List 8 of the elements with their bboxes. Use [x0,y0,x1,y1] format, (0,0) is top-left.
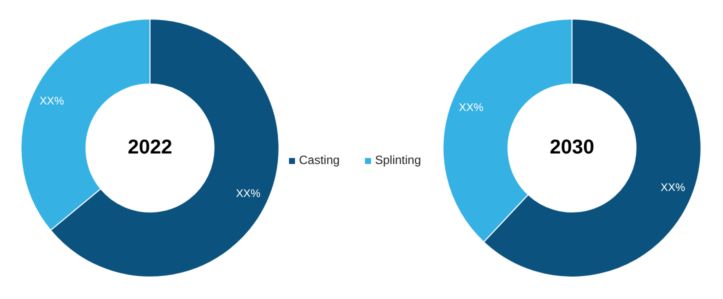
data-label: XX% [236,188,261,200]
legend-label: Splinting [375,153,422,168]
data-label: XX% [458,102,484,114]
text: 2022 [128,136,172,158]
text: 2030 [550,136,594,158]
data-label: XX% [660,182,686,194]
data-label: XX% [40,96,64,108]
legend-label: Casting [299,153,340,168]
